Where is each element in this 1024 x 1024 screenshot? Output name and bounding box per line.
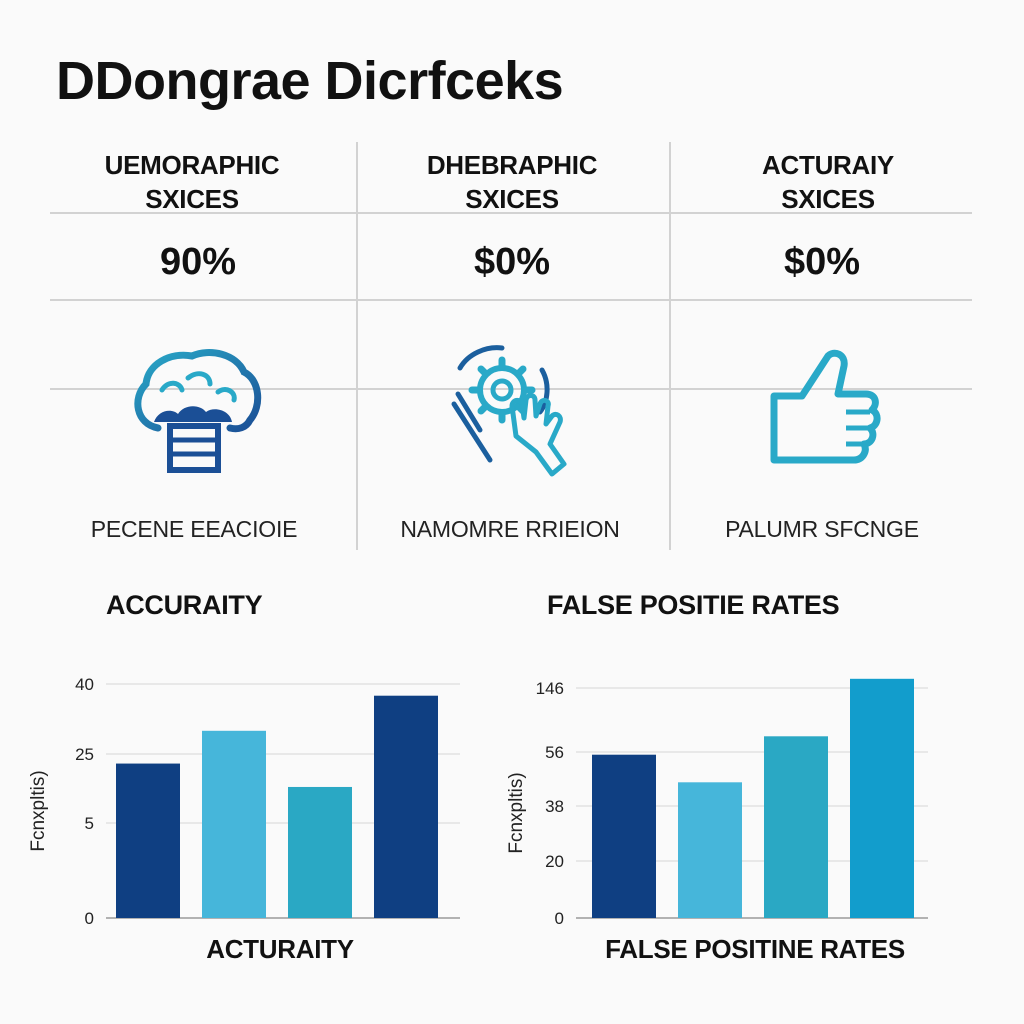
chart-x-label: FALSE POSITINE RATES [605, 934, 905, 964]
y-tick-label: 56 [545, 743, 564, 762]
y-tick-label: 25 [75, 745, 94, 764]
column-heading: ACTURAIY SXICES [678, 148, 978, 216]
y-axis-label: Fcnxpltis) [30, 770, 49, 851]
bar [374, 695, 438, 918]
y-tick-label: 20 [545, 852, 564, 871]
column-caption: PECENE EEACIOIE [90, 516, 298, 542]
column-divider [669, 142, 671, 550]
y-tick-label: 0 [85, 909, 94, 928]
bar [678, 782, 742, 918]
column-heading: UEMORAPHIC SXICES [42, 148, 342, 216]
column-heading-line: ACTURAIY [762, 150, 894, 180]
bar [116, 763, 180, 918]
bar [592, 754, 656, 918]
chart-title: FALSE POSITIE RATES [547, 590, 840, 620]
row-divider [50, 212, 972, 214]
row-divider [50, 299, 972, 301]
column-heading-line: SXICES [781, 184, 875, 214]
column-heading-line: SXICES [145, 184, 239, 214]
bar [764, 736, 828, 918]
y-tick-label: 40 [75, 675, 94, 694]
y-tick-label: 146 [536, 679, 564, 698]
y-tick-label: 5 [85, 814, 94, 833]
thumbs-up-icon [750, 340, 910, 480]
column-value: $0% [473, 241, 551, 283]
column-caption: NAMOMRE RRIEION [400, 516, 620, 542]
y-tick-label: 38 [545, 797, 564, 816]
chart-title: ACCURAITY [106, 590, 263, 620]
y-tick-label: 0 [555, 909, 564, 928]
column-heading-line: SXICES [465, 184, 559, 214]
false-positive-bar-chart: 0 20 38 56 146 Fcnxpltis) [506, 678, 928, 928]
column-heading: DHEBRAPHIC SXICES [362, 148, 662, 216]
column-value: $0% [783, 241, 861, 283]
column-heading-line: UEMORAPHIC [104, 150, 280, 180]
page-title: DDongrae Dicrfceks [56, 51, 564, 111]
column-heading-line: DHEBRAPHIC [426, 150, 598, 180]
y-axis-label: Fcnxpltis) [506, 772, 527, 853]
chart-x-label: ACTURAITY [206, 934, 354, 964]
column-divider [356, 142, 358, 550]
gear-hand-icon [440, 340, 600, 480]
accuracy-bar-chart: 0 5 25 40 Fcnxpltis) [30, 675, 460, 928]
column-value: 90% [159, 241, 237, 283]
brain-icon [118, 340, 278, 480]
column-caption: PALUMR SFCNGE [725, 516, 919, 542]
bar [202, 730, 266, 918]
bar [288, 786, 352, 918]
bar [850, 678, 914, 918]
